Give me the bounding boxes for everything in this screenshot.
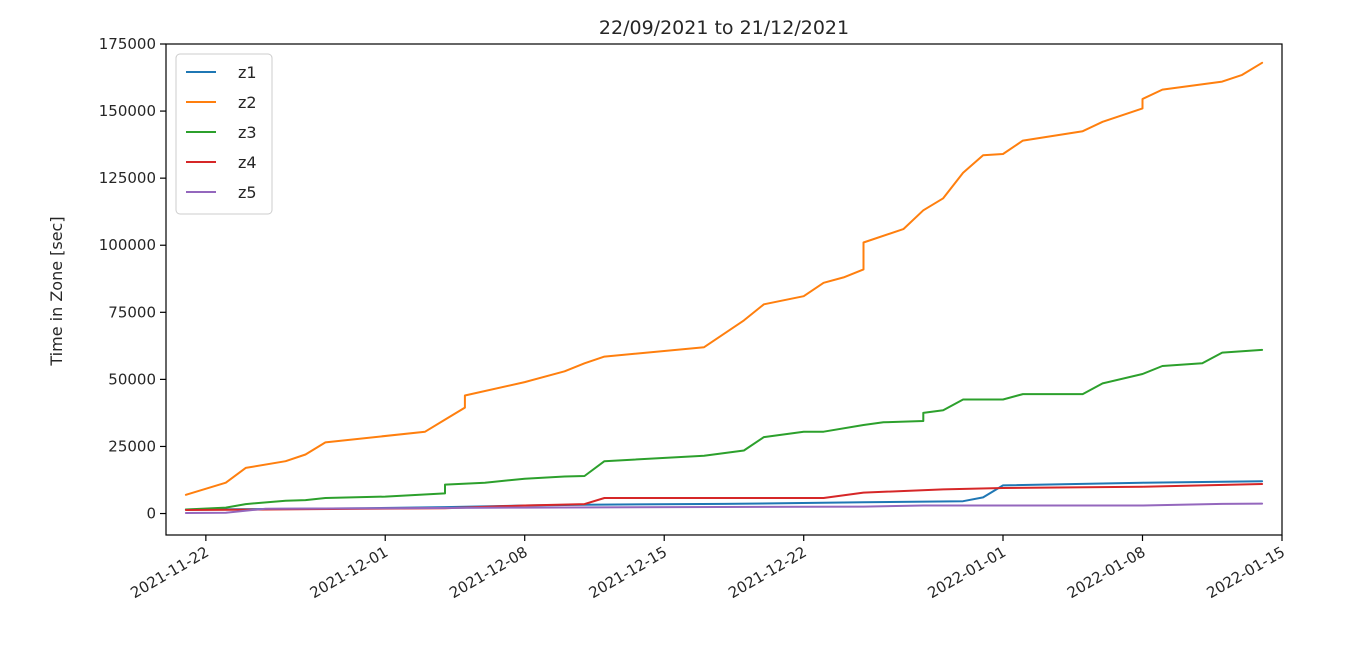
y-axis-label: Time in Zone [sec]: [47, 216, 66, 366]
legend-label-z4: z4: [238, 153, 257, 172]
x-tick-label: 2021-12-15: [586, 543, 671, 602]
chart-title: 22/09/2021 to 21/12/2021: [599, 17, 849, 39]
y-tick-label: 75000: [108, 303, 156, 321]
y-tick-label: 100000: [99, 236, 156, 254]
x-tick-label: 2022-01-15: [1203, 543, 1288, 602]
legend: z1 z2 z3 z4 z5: [175, 53, 273, 215]
legend-label-z5: z5: [238, 183, 257, 202]
x-tick-label: 2021-12-08: [446, 543, 531, 602]
y-tick-label: 125000: [99, 169, 156, 187]
legend-label-z2: z2: [238, 93, 257, 112]
y-tick-label: 150000: [99, 102, 156, 120]
series-line-z2: [184, 61, 1264, 496]
x-tick-label: 2022-01-08: [1064, 543, 1149, 602]
series-layer: [184, 61, 1264, 514]
series-line-z5: [184, 502, 1264, 514]
y-tick-label: 0: [146, 505, 156, 523]
legend-label-z1: z1: [238, 63, 257, 82]
y-tick-label: 25000: [108, 437, 156, 455]
series-line-z3: [184, 348, 1264, 511]
x-tick-label: 2021-11-22: [127, 543, 212, 602]
y-tick-label: 50000: [108, 370, 156, 388]
x-tick-label: 2021-12-01: [307, 543, 392, 602]
plot-frame: [165, 43, 1283, 536]
x-tick-label: 2022-01-01: [924, 543, 1009, 602]
x-tick-label: 2021-12-22: [725, 543, 810, 602]
legend-box: [175, 53, 273, 215]
legend-label-z3: z3: [238, 123, 257, 142]
y-tick-label: 175000: [99, 35, 156, 53]
